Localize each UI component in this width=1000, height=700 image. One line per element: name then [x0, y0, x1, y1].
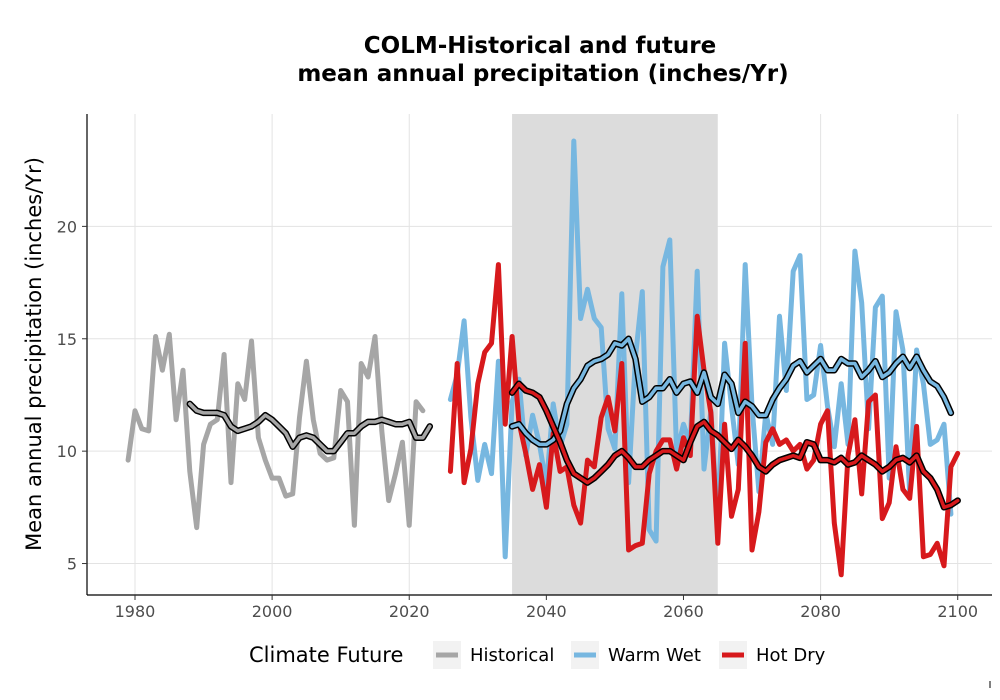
y-axis-title: Mean annual precipitation (inches/Yr): [22, 157, 46, 551]
y-tick-label: 5: [67, 555, 77, 574]
shaded-period-rect: [512, 114, 718, 595]
y-tick-label: 20: [57, 217, 77, 236]
x-tick-label: 2000: [252, 602, 293, 621]
series-lines: [125, 138, 961, 578]
series-line-historical: [125, 331, 426, 531]
axis-ticks: 1980 2000 2020 2040 2060 2080 2100 5 10 15 20: [57, 217, 978, 621]
x-tick-label: 2080: [800, 602, 841, 621]
series-line-historical-smoothed: [188, 402, 432, 453]
x-tick-label: 2040: [526, 602, 567, 621]
y-tick-label: 15: [57, 330, 77, 349]
legend-label: Warm Wet: [608, 645, 701, 666]
shaded-period: [512, 114, 718, 595]
chart-title-line2: mean annual precipitation (inches/Yr): [297, 61, 788, 87]
chart-title-line1: COLM-Historical and future: [364, 33, 716, 59]
series-line-warm-wet-smoothed: [510, 337, 953, 447]
y-tick-label: 10: [57, 442, 77, 461]
legend-label: Historical: [470, 645, 554, 666]
series-line-hot-dry-smoothed: [510, 381, 960, 510]
x-tick-label: 2020: [389, 602, 430, 621]
legend: Climate Future Historical Warm Wet Hot Dry: [249, 641, 826, 669]
legend-label: Hot Dry: [756, 645, 826, 666]
x-tick-label: 2060: [663, 602, 704, 621]
legend-title: Climate Future: [249, 643, 403, 667]
x-tick-label: 1980: [115, 602, 156, 621]
x-tick-label: 2100: [937, 602, 978, 621]
